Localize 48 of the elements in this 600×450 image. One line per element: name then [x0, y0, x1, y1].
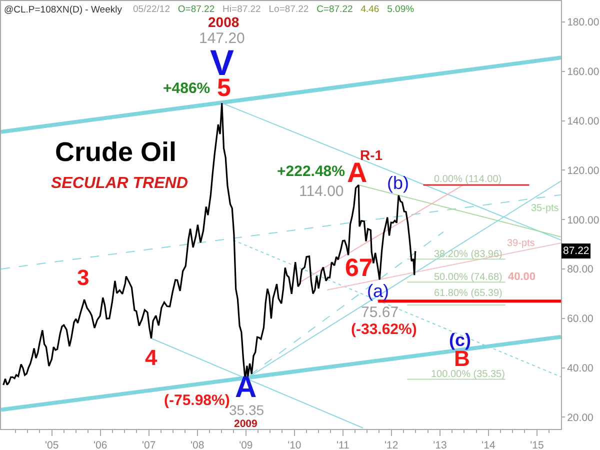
- annotation: 2009: [234, 418, 258, 430]
- annotation: 4: [145, 345, 158, 370]
- annotation: (a): [367, 281, 389, 301]
- x-tick-label: '11: [336, 440, 350, 450]
- annotation: 39-pts: [507, 238, 535, 249]
- annotation: Crude Oil: [55, 137, 177, 167]
- annotation: 2008: [208, 14, 240, 30]
- x-tick-label: '12: [384, 440, 398, 450]
- annotation: 61.80% (65.39): [434, 288, 502, 299]
- y-tick-label: 180.00: [567, 16, 600, 29]
- annotation: 67: [345, 254, 373, 282]
- annotation: 0.00% (114.00): [434, 174, 502, 185]
- annotation: 114.00: [299, 183, 344, 200]
- y-tick-label: 20.00: [567, 412, 594, 424]
- annotation: 75.67: [361, 304, 399, 321]
- annotation: SECULAR TREND: [51, 175, 188, 192]
- y-tick-label: 60.00: [567, 313, 594, 326]
- annotation: 35.35: [229, 402, 264, 418]
- annotation: (-75.98%): [164, 392, 230, 409]
- y-tick-label: 40.00: [567, 362, 594, 374]
- annotation: (-33.62%): [351, 321, 417, 338]
- annotation: 100.00% (35.35): [431, 369, 505, 380]
- annotation: 3: [77, 265, 90, 290]
- annotation: A: [235, 371, 257, 404]
- y-tick-label: 120.00: [567, 164, 600, 177]
- x-tick-label: '10: [288, 440, 302, 450]
- y-tick-label: 160.00: [567, 66, 600, 78]
- annotation: (b): [387, 173, 409, 193]
- x-tick-label: '05: [45, 440, 59, 450]
- chart-title: @CL.P=108XN(D) - Weekly: [4, 4, 122, 16]
- chart-subtitle: 05/22/12 O=87.22 Hi=87.22 Lo=87.22 C=87.22 4.46 5.09%: [133, 4, 415, 15]
- y-tick-label: 80.00: [567, 264, 594, 276]
- x-tick-label: '08: [190, 440, 204, 450]
- x-tick-label: '07: [142, 440, 156, 450]
- y-tick-label: 140.00: [567, 115, 600, 128]
- annotation: 40.00: [508, 271, 536, 283]
- x-tick-label: '06: [94, 440, 108, 450]
- x-tick-label: '09: [239, 440, 253, 450]
- x-tick-label: '15: [530, 440, 544, 450]
- annotation: 147.20: [199, 30, 245, 47]
- y-tick-label: 100.00: [567, 214, 600, 226]
- x-tick-label: '13: [433, 440, 447, 450]
- annotation: 87.22: [563, 245, 590, 257]
- annotation: +222.48%: [277, 163, 345, 180]
- annotation: +486%: [163, 80, 210, 97]
- x-tick-label: '14: [482, 440, 496, 450]
- annotation: 35-pts: [531, 203, 559, 214]
- annotation: 50.00% (74.68): [434, 272, 502, 283]
